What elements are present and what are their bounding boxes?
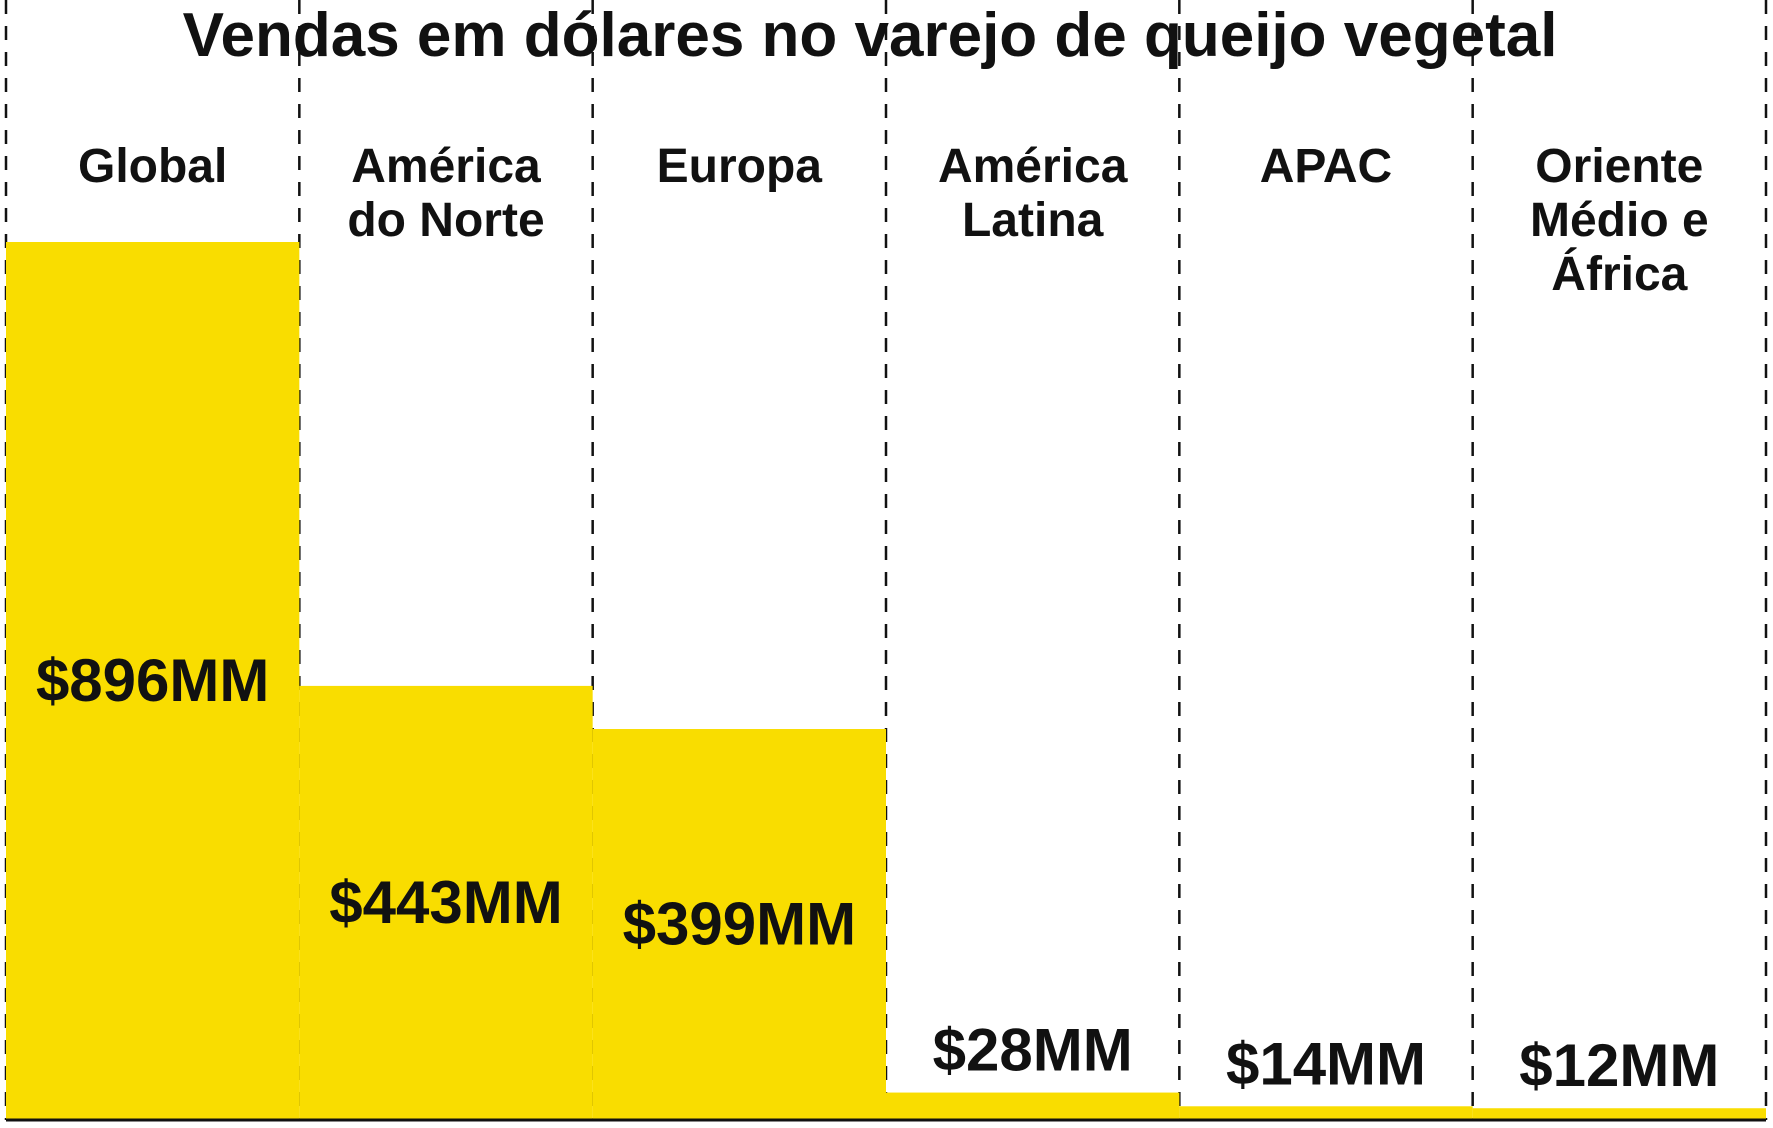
value-label: $896MM xyxy=(36,647,269,714)
category-label: Europa xyxy=(657,140,823,193)
value-label: $12MM xyxy=(1519,1032,1719,1099)
value-label: $399MM xyxy=(623,891,856,958)
bar xyxy=(592,729,886,1120)
value-label: $28MM xyxy=(933,1017,1133,1084)
bars xyxy=(6,242,1766,1120)
category-label: APAC xyxy=(1260,140,1392,193)
value-labels: $896MM $443MM $399MM $28MM $14MM $12MM xyxy=(36,647,1719,1099)
bar xyxy=(6,242,300,1120)
category-label: Oriente Médio e África xyxy=(1530,140,1709,301)
category-label: América do Norte xyxy=(347,140,544,247)
category-label: Global xyxy=(78,140,227,193)
value-label: $443MM xyxy=(329,869,562,936)
chart-title: Vendas em dólares no varejo de queijo ve… xyxy=(183,1,1558,70)
bar xyxy=(886,1092,1180,1120)
bar xyxy=(299,685,593,1120)
value-label: $14MM xyxy=(1226,1030,1426,1097)
bar xyxy=(1179,1106,1473,1120)
bar xyxy=(1472,1108,1766,1120)
category-label: América Latina xyxy=(938,140,1128,247)
category-labels: Global América do Norte Europa América Latina… xyxy=(78,140,1709,301)
